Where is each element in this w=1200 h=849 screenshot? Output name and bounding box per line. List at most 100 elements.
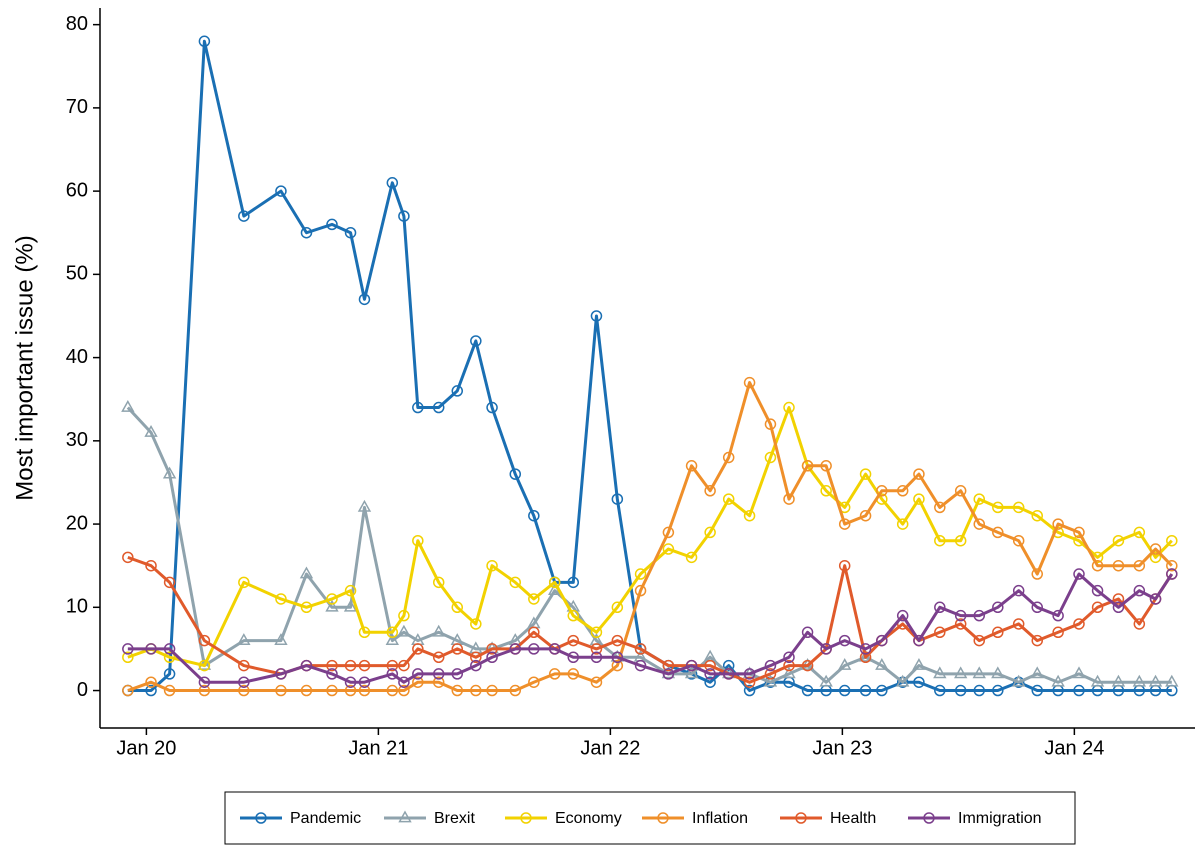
marker — [1112, 593, 1125, 605]
marker — [238, 576, 250, 589]
marker — [954, 666, 968, 679]
marker — [432, 576, 445, 589]
marker — [1031, 509, 1043, 522]
marker — [859, 643, 872, 655]
marker — [385, 633, 399, 645]
marker — [973, 493, 985, 505]
marker — [634, 584, 647, 597]
marker — [432, 401, 445, 414]
y-tick-label: 20 — [66, 512, 88, 534]
marker — [237, 633, 251, 645]
y-tick-label: 50 — [66, 263, 88, 285]
marker — [432, 624, 446, 637]
marker — [300, 226, 313, 239]
marker — [275, 593, 287, 605]
marker — [163, 684, 176, 697]
marker — [432, 651, 445, 663]
y-tick-label: 80 — [66, 13, 88, 35]
marker — [838, 634, 851, 647]
marker — [743, 509, 756, 522]
marker — [611, 659, 624, 672]
marker — [1052, 626, 1064, 639]
marker — [1012, 534, 1025, 547]
marker — [1166, 568, 1178, 580]
marker — [838, 684, 851, 697]
marker — [634, 659, 647, 672]
marker — [795, 812, 807, 824]
marker — [913, 634, 925, 647]
marker — [326, 659, 338, 672]
marker — [838, 658, 852, 670]
marker — [470, 659, 482, 672]
marker — [934, 684, 946, 697]
marker — [358, 676, 371, 688]
marker — [954, 684, 967, 697]
marker — [1031, 684, 1043, 697]
marker — [763, 674, 778, 687]
marker — [398, 210, 410, 222]
marker — [1149, 593, 1162, 605]
marker — [934, 601, 946, 614]
marker — [662, 659, 675, 672]
marker — [300, 684, 313, 697]
marker — [764, 451, 777, 464]
marker — [1072, 666, 1086, 679]
marker — [1051, 674, 1065, 687]
marker — [1031, 568, 1043, 580]
x-tick-label: Jan 22 — [580, 737, 640, 759]
marker — [743, 376, 756, 389]
marker — [934, 626, 946, 639]
marker — [1111, 674, 1126, 687]
marker — [144, 424, 158, 437]
marker — [470, 335, 482, 347]
marker — [412, 534, 424, 547]
marker — [801, 626, 814, 639]
marker — [121, 400, 135, 412]
marker — [344, 659, 357, 672]
marker — [1012, 501, 1025, 514]
x-tick-label: Jan 24 — [1044, 737, 1104, 759]
marker — [344, 684, 357, 697]
marker — [528, 509, 540, 522]
marker — [801, 460, 814, 472]
marker — [122, 643, 134, 655]
marker — [1132, 674, 1147, 687]
marker — [662, 543, 675, 555]
marker — [432, 668, 445, 680]
marker — [1133, 618, 1146, 630]
marker — [819, 674, 833, 687]
marker — [764, 418, 777, 430]
marker — [1148, 674, 1163, 687]
marker — [520, 812, 532, 824]
marker — [470, 651, 482, 663]
marker — [275, 684, 287, 697]
marker — [238, 659, 250, 672]
marker — [451, 668, 464, 680]
marker — [783, 401, 795, 414]
marker — [934, 534, 946, 547]
marker — [896, 609, 909, 622]
marker — [528, 626, 540, 639]
marker — [590, 651, 603, 663]
marker — [1012, 674, 1026, 687]
marker — [657, 812, 669, 824]
marker — [1112, 559, 1125, 572]
marker — [326, 684, 338, 697]
marker — [973, 518, 985, 530]
marker — [1073, 526, 1085, 539]
marker — [198, 634, 211, 647]
marker — [509, 643, 522, 655]
marker — [1031, 601, 1043, 614]
marker — [896, 518, 909, 530]
marker — [357, 499, 372, 512]
marker — [432, 676, 445, 688]
marker — [685, 460, 698, 472]
marker — [913, 676, 925, 688]
marker — [1091, 559, 1104, 572]
marker — [722, 493, 735, 505]
marker — [1031, 634, 1043, 647]
marker — [611, 601, 624, 614]
marker — [992, 526, 1004, 539]
marker — [299, 566, 314, 579]
marker — [1133, 584, 1146, 597]
